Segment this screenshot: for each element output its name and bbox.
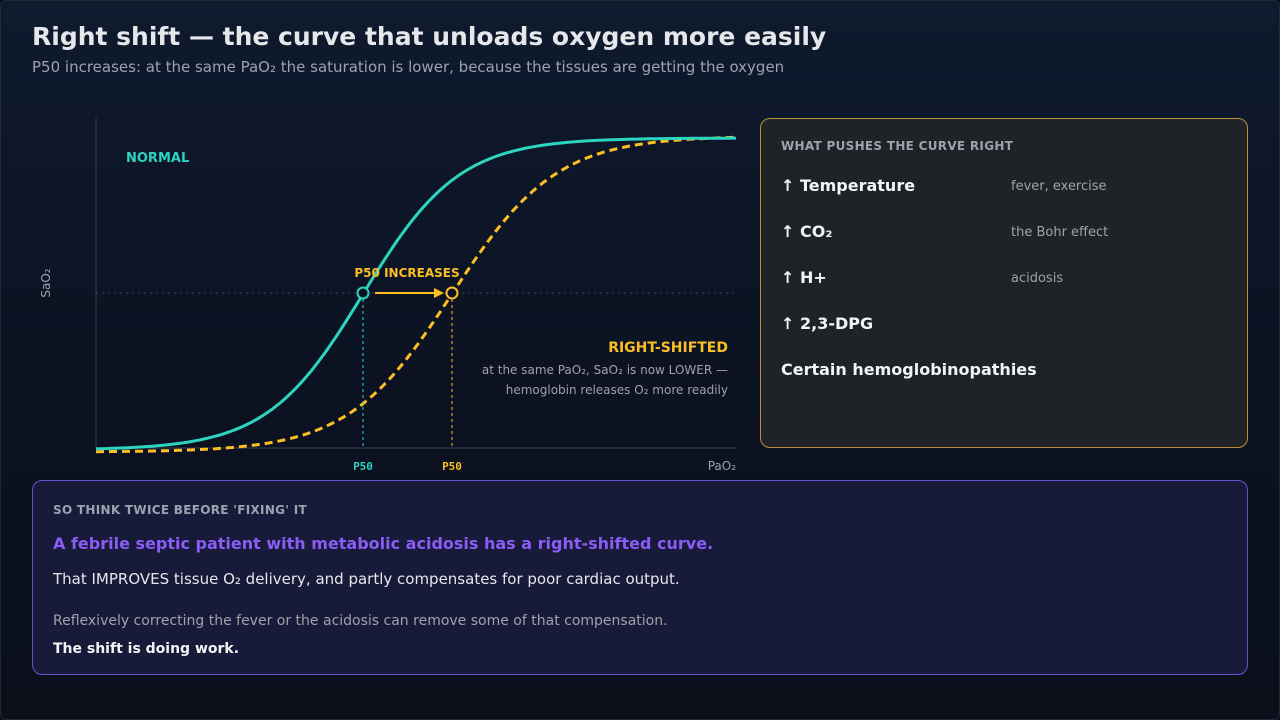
factor-name: ↑ H+	[781, 268, 827, 287]
right-shifted-note-1: at the same PaO₂, SaO₂ is now LOWER —	[482, 363, 728, 377]
p50-shifted-point	[445, 286, 459, 300]
y-axis-label: SaO₂	[39, 268, 53, 297]
right-shift-factors-panel: WHAT PUSHES THE CURVE RIGHT ↑ Temperatur…	[760, 118, 1248, 448]
factor-name: ↑ Temperature	[781, 176, 916, 195]
p50-shifted-tick: P50	[442, 460, 462, 473]
factors-heading: WHAT PUSHES THE CURVE RIGHT	[781, 139, 1014, 153]
normal-curve-label: NORMAL	[126, 151, 189, 166]
right-shifted-note-2: hemoglobin releases O₂ more readily	[506, 383, 728, 397]
page-subtitle: P50 increases: at the same PaO₂ the satu…	[32, 58, 785, 76]
factor-co2: ↑ CO₂ the Bohr effect	[781, 222, 1231, 246]
factor-2-3-dpg: ↑ 2,3-DPG	[781, 314, 1231, 338]
factor-note: fever, exercise	[1011, 179, 1107, 194]
factor-hemoglobinopathies: Certain hemoglobinopathies	[781, 360, 1231, 384]
right-shifted-curve	[95, 135, 737, 454]
p50-normal-tick: P50	[353, 460, 373, 473]
x-axis-label: PaO₂	[708, 459, 736, 473]
normal-curve	[95, 136, 736, 451]
factor-temperature: ↑ Temperature fever, exercise	[781, 176, 1231, 200]
callout-conclusion: The shift is doing work.	[53, 641, 240, 657]
factor-h-plus: ↑ H+ acidosis	[781, 268, 1231, 292]
caution-callout: SO THINK TWICE BEFORE 'FIXING' IT A febr…	[32, 480, 1248, 675]
callout-warning: Reflexively correcting the fever or the …	[53, 613, 668, 629]
factor-name: ↑ CO₂	[781, 222, 833, 241]
factor-note: the Bohr effect	[1011, 225, 1109, 240]
factor-note: acidosis	[1011, 271, 1064, 286]
shift-label: P50 INCREASES	[354, 266, 459, 280]
right-shifted-label: RIGHT-SHIFTED	[608, 340, 728, 356]
callout-highlight: A febrile septic patient with metabolic …	[53, 534, 714, 553]
p50-normal-point	[356, 286, 370, 300]
callout-body: That IMPROVES tissue O₂ delivery, and pa…	[53, 570, 680, 588]
callout-heading: SO THINK TWICE BEFORE 'FIXING' IT	[53, 503, 308, 517]
page-title: Right shift — the curve that unloads oxy…	[32, 22, 827, 51]
factor-name: ↑ 2,3-DPG	[781, 314, 874, 333]
dissociation-curve-chart: SaO₂ PaO₂ NORMAL P50 INCREASES RIGHT-SHI…	[39, 118, 737, 473]
factor-name: Certain hemoglobinopathies	[781, 360, 1037, 379]
